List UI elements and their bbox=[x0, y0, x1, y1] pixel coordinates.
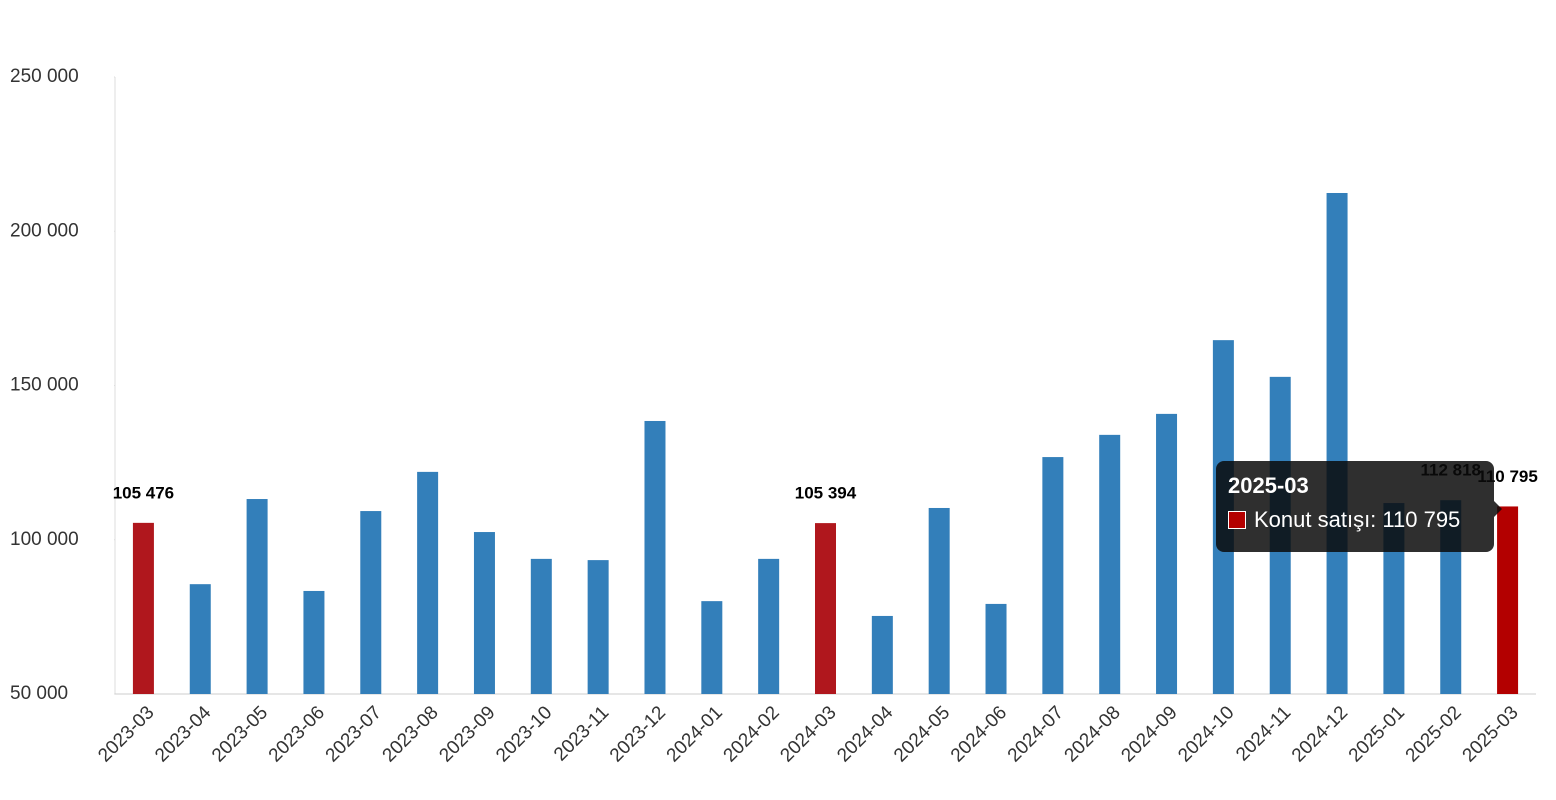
bar bbox=[189, 584, 211, 694]
x-tick-label: 2023-04 bbox=[151, 702, 215, 766]
bar bbox=[417, 471, 439, 694]
bar bbox=[473, 532, 495, 694]
tooltip-swatch bbox=[1228, 511, 1246, 529]
y-tick-label: 250 000 bbox=[10, 66, 79, 87]
x-tick-label: 2023-07 bbox=[322, 702, 386, 766]
x-tick-label: 2024-06 bbox=[947, 702, 1011, 766]
x-tick-label: 2023-12 bbox=[606, 702, 670, 766]
x-tick-label: 2023-06 bbox=[265, 702, 329, 766]
x-tick-label: 2023-10 bbox=[492, 702, 556, 766]
bar bbox=[1099, 434, 1121, 694]
bar bbox=[132, 522, 154, 694]
bar bbox=[1042, 457, 1064, 694]
x-tick-label: 2023-08 bbox=[379, 702, 443, 766]
tooltip-row: Konut satışı: 110 795 bbox=[1228, 507, 1482, 533]
data-label: 105 394 bbox=[795, 484, 857, 503]
bar bbox=[985, 603, 1007, 694]
bar bbox=[701, 601, 723, 694]
x-tick-label: 2024-09 bbox=[1117, 702, 1181, 766]
x-tick-label: 2023-11 bbox=[550, 702, 613, 765]
x-tick-label: 2024-04 bbox=[833, 702, 897, 766]
x-tick-label: 2023-05 bbox=[208, 702, 272, 766]
bar bbox=[1497, 506, 1519, 694]
bar bbox=[1326, 192, 1348, 694]
bar bbox=[530, 558, 552, 694]
x-tick-label: 2024-12 bbox=[1288, 702, 1352, 766]
bar bbox=[360, 511, 382, 694]
y-tick-label: 50 000 bbox=[10, 683, 68, 704]
x-tick-label: 2024-10 bbox=[1174, 702, 1238, 766]
x-tick-label: 2024-11 bbox=[1232, 702, 1295, 765]
x-tick-label: 2024-02 bbox=[720, 702, 784, 766]
bar bbox=[1156, 413, 1178, 694]
tooltip: 2025-03 Konut satışı: 110 795 bbox=[1216, 461, 1502, 552]
bar bbox=[644, 420, 666, 694]
tooltip-text: Konut satışı: 110 795 bbox=[1254, 507, 1461, 532]
x-tick-label: 2024-08 bbox=[1061, 702, 1125, 766]
x-tick-label: 2024-01 bbox=[663, 702, 727, 766]
x-tick-label: 2024-03 bbox=[776, 702, 840, 766]
x-tick-label: 2023-03 bbox=[94, 702, 158, 766]
bar bbox=[587, 560, 609, 694]
bar bbox=[246, 499, 268, 694]
bar bbox=[815, 523, 836, 694]
x-tick-label: 2025-03 bbox=[1459, 702, 1523, 766]
x-tick-label: 2023-09 bbox=[435, 702, 499, 766]
bar bbox=[758, 558, 780, 694]
x-tick-label: 2024-05 bbox=[890, 702, 954, 766]
bar bbox=[871, 615, 893, 694]
x-tick-label: 2024-07 bbox=[1004, 702, 1068, 766]
bar bbox=[303, 590, 325, 694]
x-tick-label: 2025-02 bbox=[1402, 702, 1466, 766]
bar bbox=[928, 507, 950, 694]
y-tick-label: 150 000 bbox=[10, 375, 79, 396]
data-label: 105 476 bbox=[113, 483, 174, 502]
y-tick-label: 200 000 bbox=[10, 220, 79, 241]
x-tick-label: 2025-01 bbox=[1345, 702, 1409, 766]
y-tick-label: 100 000 bbox=[10, 529, 79, 550]
tooltip-title: 2025-03 bbox=[1228, 473, 1309, 498]
